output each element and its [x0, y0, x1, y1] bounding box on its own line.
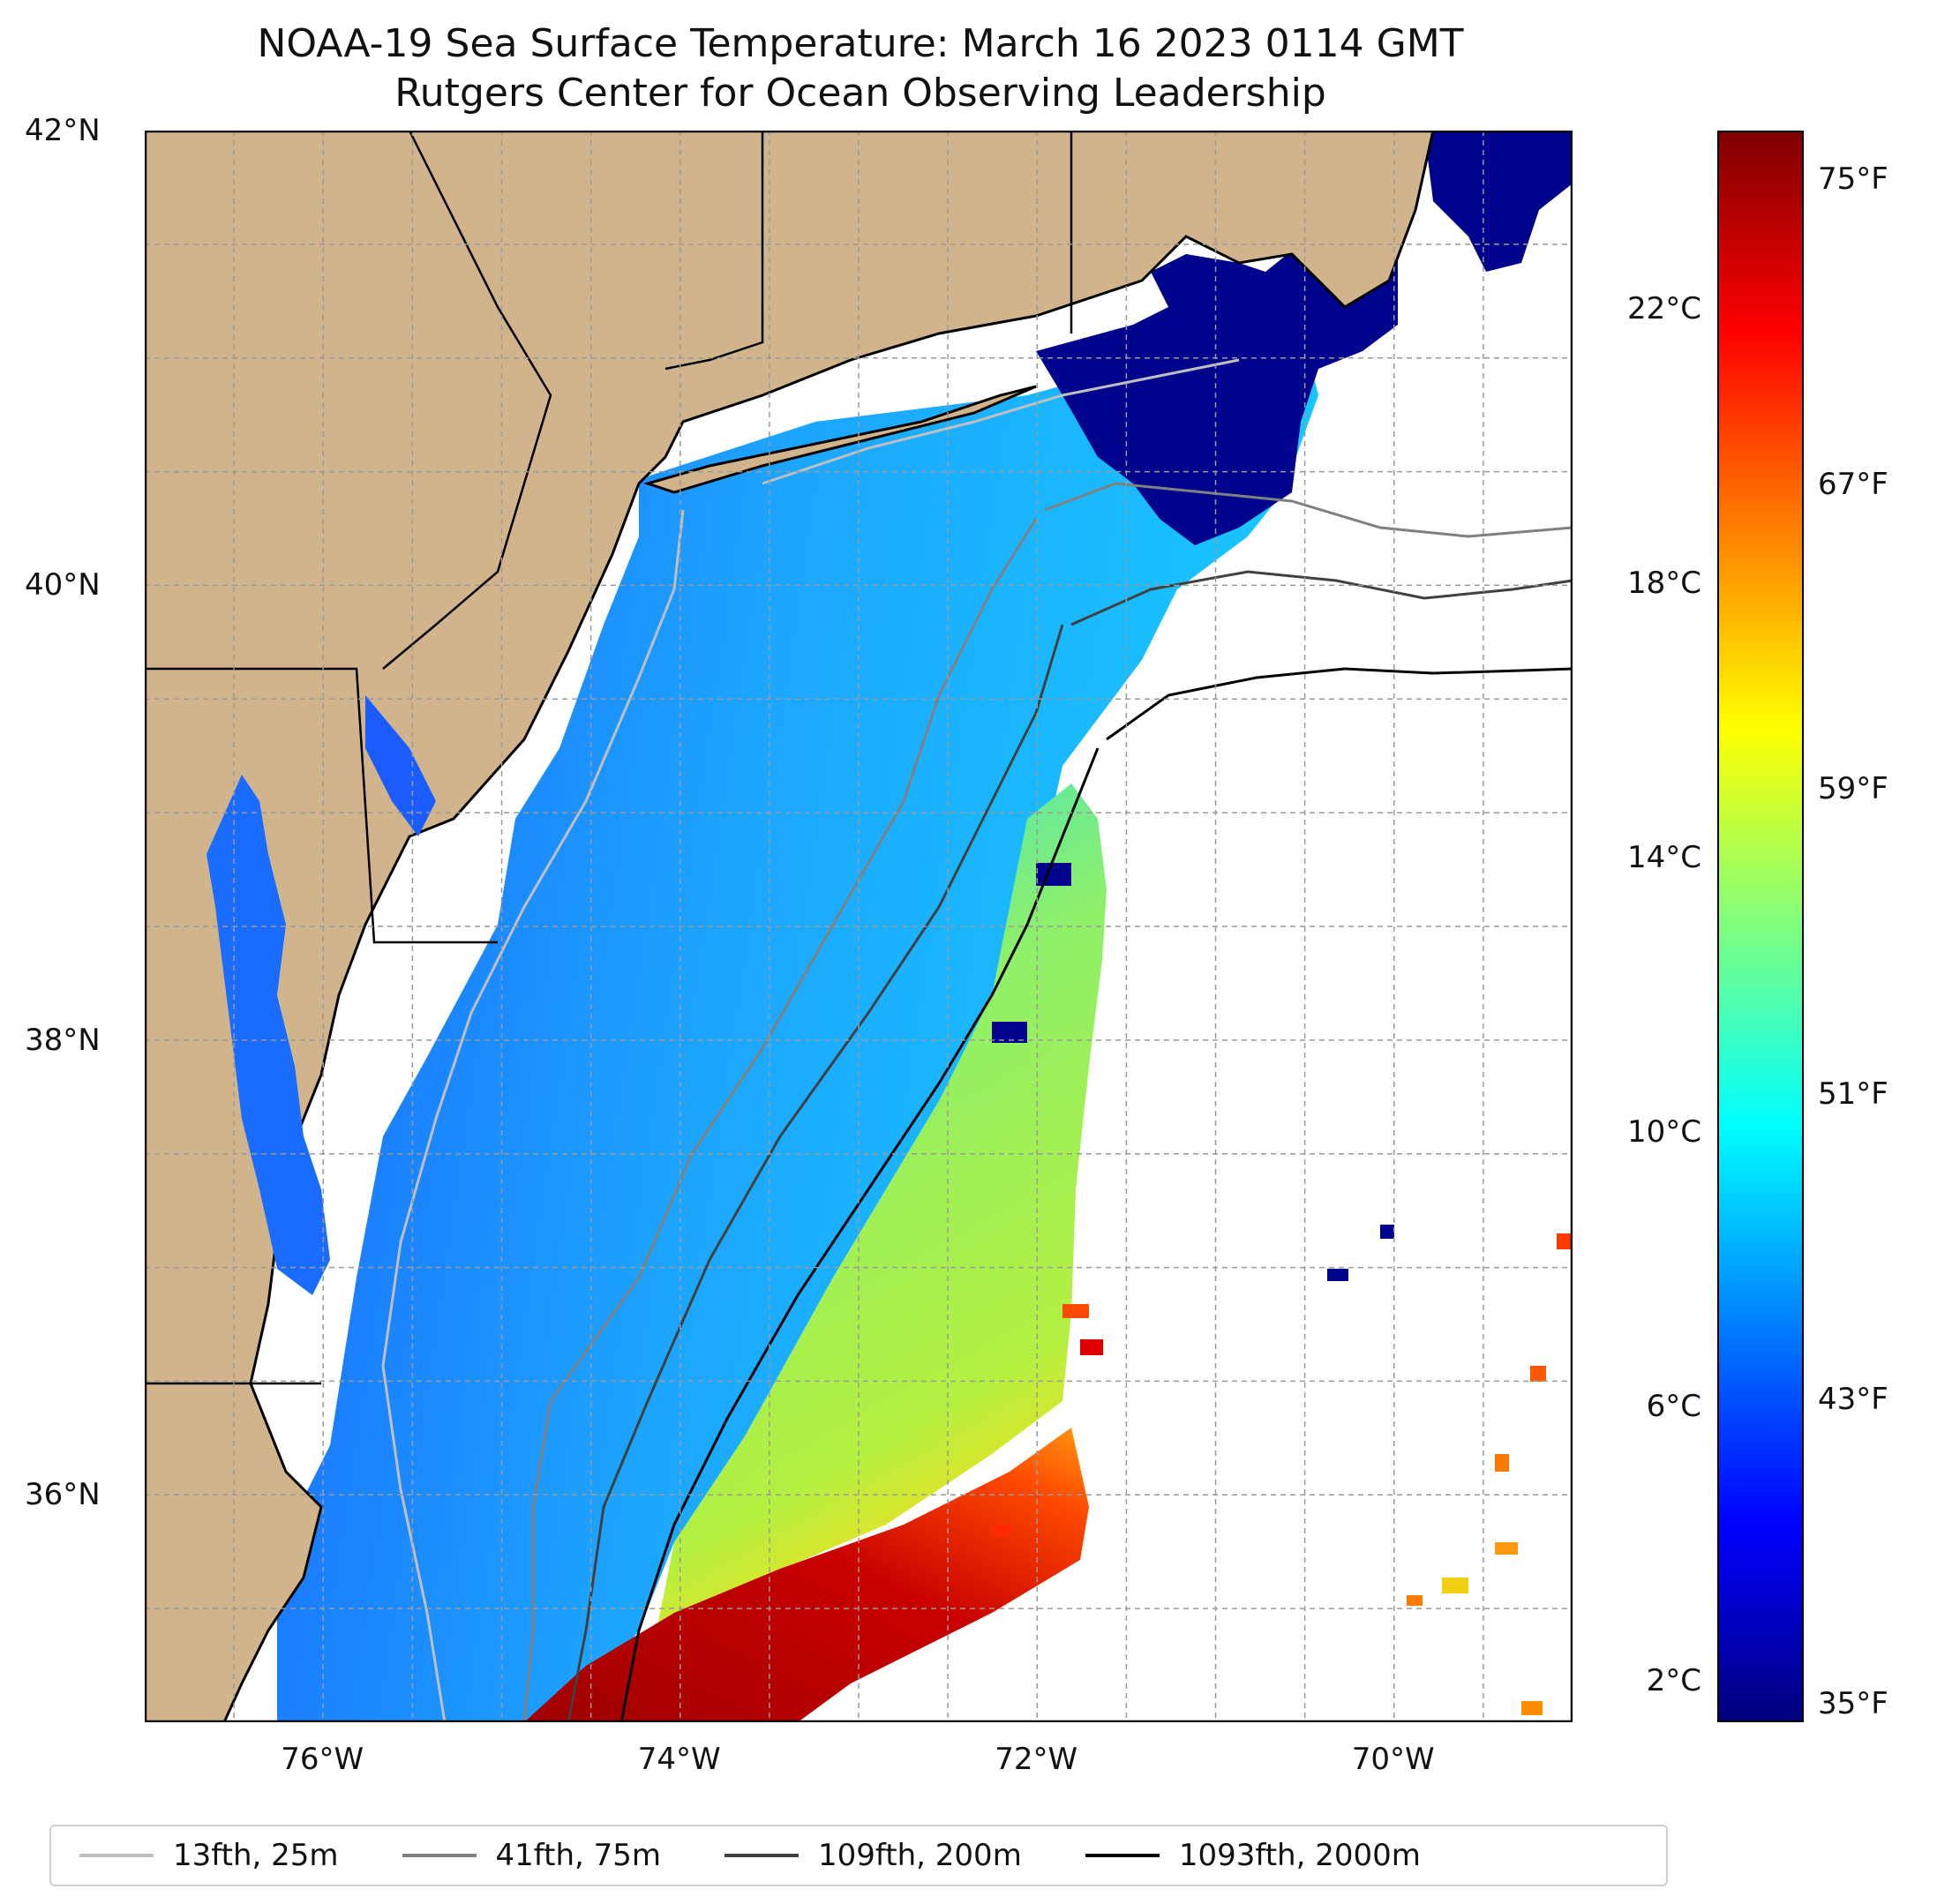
celsius-tick-label: 10°C — [1626, 1114, 1701, 1151]
legend-item: 41fth, 75m — [402, 1838, 662, 1873]
legend-swatch — [402, 1854, 477, 1857]
fahrenheit-tick-label: 43°F — [1818, 1381, 1888, 1417]
colorbar — [1717, 131, 1804, 1722]
celsius-tick-label: 14°C — [1626, 840, 1701, 876]
legend-label: 1093fth, 2000m — [1178, 1838, 1421, 1873]
delaware-bay — [365, 695, 436, 836]
state-boundaries — [145, 131, 1073, 1385]
long-island — [642, 385, 1037, 494]
cold-patch-region — [1036, 236, 1398, 545]
slope-water-region — [657, 783, 1107, 1630]
celsius-tick-label: 22°C — [1626, 291, 1701, 327]
sst-map — [145, 131, 1573, 1722]
lon-tick-label: 74°W — [637, 1742, 721, 1777]
map-title-line2: Rutgers Center for Ocean Observing Leade… — [394, 71, 1326, 116]
celsius-tick-label: 2°C — [1646, 1663, 1701, 1699]
legend-label: 41fth, 75m — [495, 1838, 662, 1873]
isobath-2000m — [619, 667, 1573, 1722]
legend-swatch — [79, 1854, 154, 1857]
land-mass — [145, 131, 1435, 1722]
celsius-tick-label: 6°C — [1646, 1389, 1701, 1425]
chesapeake-bay — [206, 775, 330, 1295]
fahrenheit-tick-label: 75°F — [1818, 161, 1888, 198]
legend-item: 13fth, 25m — [79, 1838, 339, 1873]
lat-tick-label: 36°N — [25, 1477, 101, 1513]
shelf-water-region — [277, 325, 1318, 1722]
isobath-legend: 13fth, 25m 41fth, 75m 109fth, 200m 1093f… — [49, 1825, 1668, 1886]
lat-tick-label: 42°N — [25, 113, 101, 148]
gridlines — [145, 131, 1573, 1722]
lon-tick-label: 72°W — [995, 1742, 1078, 1777]
map-border — [145, 131, 1573, 1722]
offshore-speckles — [992, 863, 1573, 1715]
fahrenheit-tick-label: 35°F — [1818, 1686, 1888, 1722]
lat-tick-label: 40°N — [25, 567, 101, 603]
legend-swatch — [1085, 1854, 1160, 1857]
far-ne-cold-region — [1424, 131, 1573, 272]
legend-label: 13fth, 25m — [173, 1838, 339, 1873]
fahrenheit-tick-label: 59°F — [1818, 771, 1888, 807]
sst-map-canvas — [145, 131, 1573, 1722]
map-title-line1: NOAA-19 Sea Surface Temperature: March 1… — [257, 21, 1464, 66]
lon-tick-label: 70°W — [1351, 1742, 1435, 1777]
lon-tick-label: 76°W — [281, 1742, 364, 1777]
legend-item: 1093fth, 2000m — [1085, 1838, 1421, 1873]
fahrenheit-tick-label: 67°F — [1818, 466, 1888, 502]
lat-tick-label: 38°N — [25, 1022, 101, 1058]
fahrenheit-tick-label: 51°F — [1818, 1076, 1888, 1113]
isobath-25m — [381, 358, 1240, 1722]
legend-swatch — [724, 1854, 800, 1857]
legend-item: 109fth, 200m — [724, 1838, 1022, 1873]
gulf-stream-region — [524, 1428, 1089, 1722]
celsius-tick-label: 18°C — [1626, 566, 1701, 602]
legend-label: 109fth, 200m — [818, 1838, 1022, 1873]
colorbar-gradient — [1719, 132, 1802, 1720]
isobath-200m — [567, 570, 1573, 1722]
